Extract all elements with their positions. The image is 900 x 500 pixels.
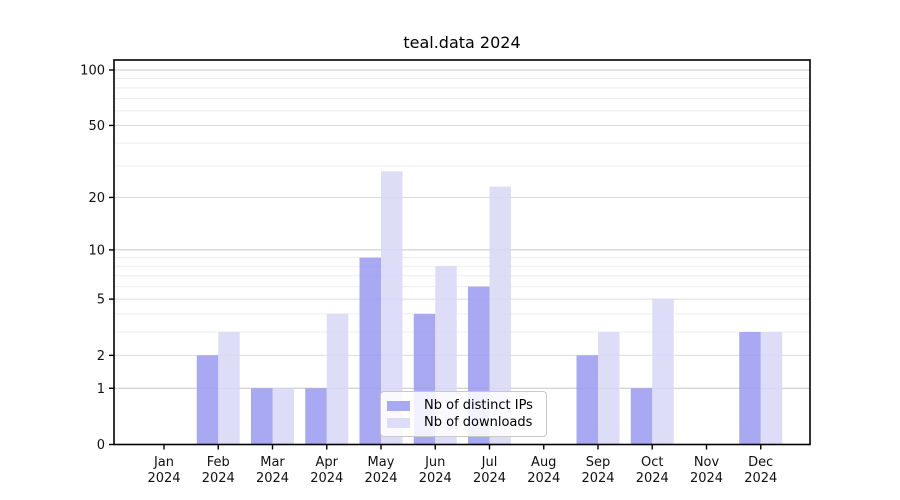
x-tick-label-month: Nov <box>694 455 720 470</box>
x-tick-label-month: Jul <box>481 455 498 470</box>
y-tick-label: 2 <box>97 349 105 364</box>
y-tick-label: 10 <box>88 243 105 258</box>
x-tick-label-year: 2024 <box>581 471 614 486</box>
legend-swatch-downloads <box>387 417 410 428</box>
bar-downloads-mar <box>272 388 294 445</box>
y-tick-label: 0 <box>97 438 105 453</box>
x-tick-label-year: 2024 <box>744 471 777 486</box>
x-tick-label-year: 2024 <box>636 471 669 486</box>
x-tick-label-year: 2024 <box>147 471 180 486</box>
legend-swatch-distinct-ips <box>387 400 410 411</box>
x-tick-label-month: Feb <box>207 455 230 470</box>
x-tick-label-month: Oct <box>641 455 663 470</box>
x-tick-label-year: 2024 <box>310 471 343 486</box>
y-tick-label: 50 <box>88 119 105 134</box>
y-tick-label: 1 <box>97 382 105 397</box>
legend-item-downloads: Nb of downloads <box>387 414 538 431</box>
bar-ips-oct <box>630 388 653 445</box>
x-tick-label-year: 2024 <box>256 471 289 486</box>
bar-ips-sep <box>576 355 598 445</box>
legend-label-distinct-ips: Nb of distinct IPs <box>424 398 533 413</box>
plot-frame <box>113 59 811 446</box>
y-tick-label: 100 <box>80 64 105 79</box>
x-tick-label-year: 2024 <box>419 471 452 486</box>
chart-title: teal.data 2024 <box>403 33 521 52</box>
bar-downloads-dec <box>760 332 783 445</box>
bar-downloads-sep <box>598 332 620 445</box>
legend-item-distinct-ips: Nb of distinct IPs <box>387 397 538 414</box>
legend-label-downloads: Nb of downloads <box>424 415 533 430</box>
x-tick-label-month: Jan <box>153 455 174 470</box>
bar-ips-dec <box>739 332 761 445</box>
bar-ips-apr <box>305 388 327 445</box>
chart-legend: Nb of distinct IPs Nb of downloads <box>380 391 547 437</box>
bar-ips-may <box>359 257 381 445</box>
bar-ips-mar <box>251 388 273 445</box>
bar-downloads-may <box>381 171 403 445</box>
bar-downloads-feb <box>218 332 240 445</box>
bar-downloads-apr <box>326 313 349 445</box>
x-tick-label-month: Dec <box>748 455 773 470</box>
x-tick-label-year: 2024 <box>202 471 235 486</box>
x-tick-label-year: 2024 <box>527 471 560 486</box>
x-tick-label-year: 2024 <box>690 471 723 486</box>
y-tick-label: 5 <box>97 293 105 308</box>
bar-ips-feb <box>196 355 219 445</box>
x-tick-label-month: Aug <box>531 455 556 470</box>
x-tick-label-month: Apr <box>316 455 339 470</box>
x-tick-label-year: 2024 <box>364 471 397 486</box>
x-tick-label-month: Mar <box>260 455 285 470</box>
x-tick-label-month: May <box>368 455 395 470</box>
x-tick-label-year: 2024 <box>473 471 506 486</box>
bar-downloads-jul <box>489 186 511 445</box>
x-tick-label-month: Jun <box>424 455 445 470</box>
bar-downloads-oct <box>652 299 674 445</box>
y-tick-label: 20 <box>88 191 105 206</box>
x-tick-label-month: Sep <box>586 455 611 470</box>
